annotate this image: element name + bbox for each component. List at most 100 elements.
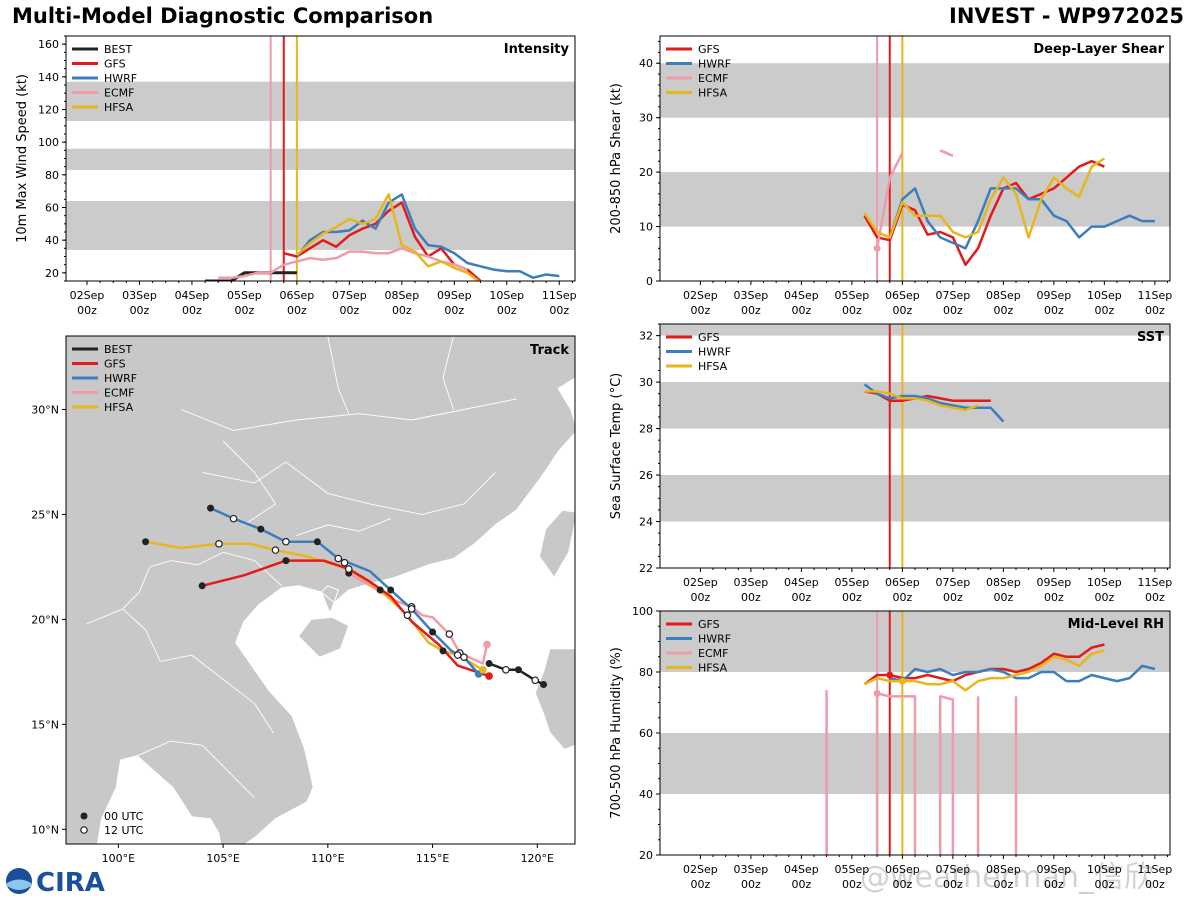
series-line-hwrf [888, 187, 1155, 250]
legend-entry-hfsa: HFSA [666, 360, 728, 373]
x-tick-label: 00z [892, 878, 912, 891]
series-line-best [205, 271, 297, 281]
legend-entry-hwrf: HWRF [666, 58, 731, 71]
x-tick-label: 00z [943, 591, 963, 604]
x-tick-label: 02Sep [70, 289, 105, 302]
legend-label: ECMF [698, 72, 728, 85]
y-tick-label: 20°N [31, 613, 59, 626]
x-tick-label: 00z [892, 304, 912, 317]
series-line-hfsa [863, 157, 1106, 239]
y-tick-label: 25°N [31, 508, 59, 521]
x-tick-label: 07Sep [332, 289, 367, 302]
legend-entry-ecmf: ECMF [72, 87, 134, 100]
x-tick-label: 00z [791, 878, 811, 891]
rh-panel-title: Mid-Level RH [1068, 617, 1164, 632]
shaded-band [660, 324, 1170, 336]
admin-boundary [327, 336, 350, 414]
admin-boundary [442, 336, 454, 410]
x-tick-label: 07Sep [936, 289, 971, 302]
x-tick-label: 06Sep [885, 289, 920, 302]
track-point-00utc [207, 504, 215, 512]
track-point-00utc [429, 628, 437, 636]
sst-plot-area [863, 324, 1005, 568]
sst-frame [659, 323, 1171, 569]
legend-label: HWRF [698, 58, 731, 71]
x-tick-label: 00z [993, 878, 1013, 891]
x-tick-label: 10Sep [1087, 863, 1122, 876]
y-tick-label: 24 [639, 516, 653, 529]
series-line-ecmf [218, 247, 468, 279]
x-tick-label: 09Sep [1036, 289, 1071, 302]
x-tick-label: 00z [1094, 304, 1114, 317]
series-line-ecmf [875, 692, 917, 855]
x-tick-label: 05Sep [227, 289, 262, 302]
track-frame [65, 335, 576, 845]
legend-entry-gfs: GFS [666, 331, 720, 344]
admin-boundary [181, 398, 517, 431]
legend-label: GFS [698, 331, 720, 344]
x-tick-label: 05Sep [835, 576, 870, 589]
x-tick-label: 00z [943, 304, 963, 317]
x-tick-label: 00z [549, 304, 569, 317]
x-tick-label: 00z [943, 878, 963, 891]
shaded-band [66, 81, 575, 121]
marker-legend-label: 00 UTC [104, 810, 144, 823]
track-panel-title: Track [530, 343, 569, 358]
y-tick-label: 80 [639, 666, 653, 679]
land-mass [320, 585, 339, 604]
track-point-00utc [540, 680, 548, 688]
track-point-12utc [229, 514, 238, 523]
y-tick-label: 120 [38, 104, 59, 117]
x-tick-label: 10Sep [489, 289, 524, 302]
x-tick-label: 05Sep [835, 863, 870, 876]
x-tick-label: 00z [791, 591, 811, 604]
x-tick-label: 00z [1044, 304, 1064, 317]
land-mass [538, 509, 575, 579]
x-tick-label: 115°E [416, 852, 449, 865]
y-axis-label: Sea Surface Temp (°C) [609, 373, 624, 520]
x-tick-label: 00z [691, 878, 711, 891]
legend-entry-gfs: GFS [72, 358, 126, 371]
legend-entry-best: BEST [72, 343, 132, 356]
legend-label: HWRF [698, 633, 731, 646]
land-mass [534, 648, 575, 751]
admin-boundary [121, 566, 274, 733]
x-tick-label: 00z [691, 591, 711, 604]
legend-entry-hfsa: HFSA [72, 401, 134, 414]
x-tick-label: 00z [1094, 878, 1114, 891]
admin-boundary [201, 744, 255, 799]
y-tick-label: 28 [639, 423, 653, 436]
track-point-00utc [514, 666, 522, 674]
shear-panel: 02Sep 00z 03Sep 00z 04Sep 00z 05Sep 00z 06Sep 00z… [609, 35, 1172, 317]
x-tick-label: 00z [77, 304, 97, 317]
x-tick-label: 120°E [521, 852, 554, 865]
watermark: @weatherman_信欣 [860, 860, 1155, 895]
x-tick-label: 06Sep [885, 576, 920, 589]
x-tick-label: 05Sep [835, 289, 870, 302]
rh-panel: 02Sep 00z 03Sep 00z 04Sep 00z 05Sep 00z 06Sep 00z… [609, 605, 1172, 891]
y-tick-label: 32 [639, 330, 653, 343]
x-tick-label: 08Sep [384, 289, 419, 302]
y-tick-label: 30°N [31, 403, 59, 416]
x-tick-label: 02Sep [683, 863, 718, 876]
series-line-hwrf [863, 383, 1005, 423]
track-point-00utc [282, 557, 290, 565]
y-axis-label: 10m Max Wind Speed (kt) [15, 74, 30, 243]
series-point-hfsa [898, 677, 906, 685]
x-tick-label: 00z [842, 591, 862, 604]
logo-text: CIRA [36, 868, 105, 896]
legend-entry-hfsa: HFSA [666, 87, 728, 100]
x-tick-label: 02Sep [683, 576, 718, 589]
x-tick-label: 110°E [311, 852, 344, 865]
y-tick-label: 0 [646, 275, 653, 288]
track-point-00utc [142, 538, 150, 546]
series-point-ecmf [873, 244, 881, 252]
x-tick-label: 03Sep [734, 576, 769, 589]
y-tick-label: 40 [45, 234, 59, 247]
track-point-12utc [271, 546, 280, 554]
legend-label: BEST [104, 343, 132, 356]
series-line-gfs [864, 390, 991, 402]
legend-entry-ecmf: ECMF [666, 72, 728, 85]
